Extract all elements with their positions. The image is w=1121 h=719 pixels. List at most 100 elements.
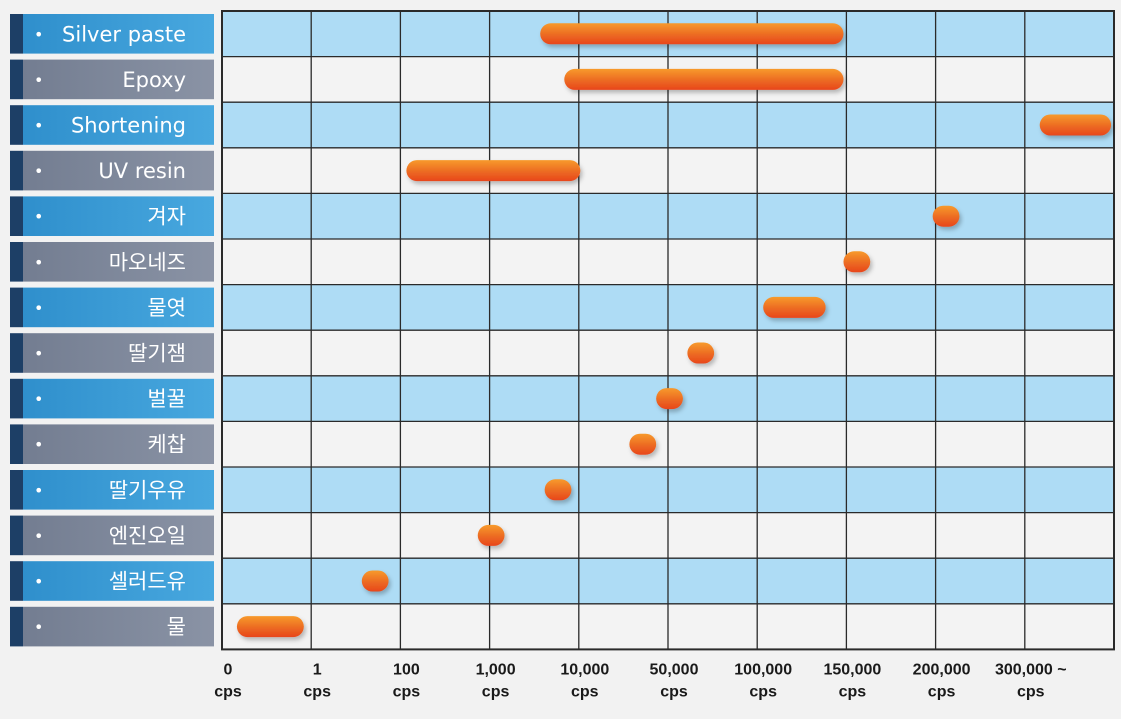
label-bullet: • (34, 481, 43, 500)
x-tick-value: 1,000 (476, 661, 516, 678)
grid-lines (221, 10, 1115, 651)
label-box (23, 515, 214, 556)
x-tick: 50,000 cps (650, 661, 699, 700)
label-bullet: • (34, 435, 43, 454)
range-bar (361, 570, 389, 592)
label-bullet: • (34, 572, 43, 591)
x-tick-unit: cps (571, 683, 599, 700)
x-tick: 0 cps (214, 661, 242, 700)
range-bar (932, 205, 960, 227)
x-tick: 100,000 cps (734, 661, 792, 700)
range-bar (406, 160, 581, 182)
label-accent-strip (10, 150, 23, 191)
label-accent-strip (10, 242, 23, 282)
category-label-text: UV resin (98, 159, 186, 183)
category-labels: • Silver paste • Epoxy • Shortening • UV resin •… (10, 14, 214, 647)
x-tick: 300,000 ~ cps (995, 661, 1067, 700)
category-label: • 딸기우유 (10, 470, 214, 510)
x-tick-value: 300,000 ~ (995, 661, 1067, 678)
range-bar (843, 251, 871, 273)
label-bullet: • (34, 298, 43, 317)
category-label: • 물엿 (10, 287, 214, 328)
x-tick: 1 cps (303, 661, 331, 700)
label-accent-strip (10, 424, 23, 464)
label-bullet: • (34, 70, 43, 89)
label-bullet: • (34, 526, 43, 545)
range-bar (540, 23, 844, 45)
category-label-text: Shortening (71, 114, 186, 138)
label-bullet: • (34, 207, 43, 226)
category-label: • 딸기잼 (10, 333, 214, 373)
label-bullet: • (34, 618, 43, 637)
label-accent-strip (10, 196, 23, 236)
category-label-text: Silver paste (62, 22, 186, 46)
category-label-text: 겨자 (147, 205, 186, 229)
label-bullet: • (34, 116, 43, 135)
category-label: • Shortening (10, 105, 214, 145)
category-label: • Epoxy (10, 59, 214, 100)
label-accent-strip (10, 14, 23, 54)
x-tick-value: 150,000 (823, 661, 881, 678)
grid-border (221, 10, 1115, 651)
label-accent-strip (10, 515, 23, 556)
label-box (23, 561, 214, 601)
range-bar (236, 616, 304, 638)
category-label-text: 딸기우유 (109, 478, 186, 502)
category-label-text: 딸기잼 (128, 342, 186, 366)
label-accent-strip (10, 606, 23, 647)
label-box (23, 333, 214, 373)
label-box (23, 196, 214, 236)
label-box (23, 59, 214, 100)
category-label: • Silver paste (10, 14, 214, 54)
label-bullet: • (34, 25, 43, 44)
label-bullet: • (34, 253, 43, 272)
x-tick: 10,000 cps (560, 661, 609, 700)
category-label-text: 엔진오일 (109, 524, 186, 548)
x-tick: 200,000 cps (913, 661, 971, 700)
x-tick-unit: cps (1017, 683, 1045, 700)
range-bar (564, 68, 844, 90)
category-label: • 케찹 (10, 424, 214, 464)
label-accent-strip (10, 333, 23, 373)
x-tick-unit: cps (214, 683, 242, 700)
x-tick-unit: cps (660, 683, 688, 700)
label-bullet: • (34, 390, 43, 409)
range-bar (656, 388, 683, 410)
label-accent-strip (10, 561, 23, 601)
label-box (23, 470, 214, 510)
label-box (23, 606, 214, 647)
category-label-text: 케찹 (147, 433, 186, 457)
category-label-text: 벌꿀 (147, 387, 186, 411)
category-label-text: 마오네즈 (109, 250, 186, 274)
x-tick-value: 100 (393, 661, 420, 678)
x-tick-value: 50,000 (650, 661, 699, 678)
category-label: • 엔진오일 (10, 515, 214, 556)
label-box (23, 14, 214, 54)
category-label-text: 물엿 (147, 296, 186, 320)
label-accent-strip (10, 59, 23, 100)
x-tick-unit: cps (839, 683, 867, 700)
label-box (23, 378, 214, 419)
x-tick-unit: cps (928, 683, 956, 700)
category-label: • 셀러드유 (10, 561, 214, 601)
label-box (23, 424, 214, 464)
label-box (23, 150, 214, 191)
x-tick: 150,000 cps (823, 661, 881, 700)
label-accent-strip (10, 105, 23, 145)
category-label: • 겨자 (10, 196, 214, 236)
x-tick-value: 10,000 (560, 661, 609, 678)
range-bar (544, 479, 572, 501)
label-accent-strip (10, 470, 23, 510)
range-bars (236, 23, 1112, 638)
x-tick-value: 200,000 (913, 661, 971, 678)
category-label: • 물 (10, 606, 214, 647)
category-label-text: Epoxy (122, 68, 186, 92)
label-accent-strip (10, 287, 23, 328)
category-label-text: 셀러드유 (109, 570, 186, 594)
range-bar (687, 342, 715, 364)
label-accent-strip (10, 378, 23, 419)
label-bullet: • (34, 344, 43, 363)
label-box (23, 287, 214, 328)
x-tick-value: 1 (313, 661, 322, 678)
